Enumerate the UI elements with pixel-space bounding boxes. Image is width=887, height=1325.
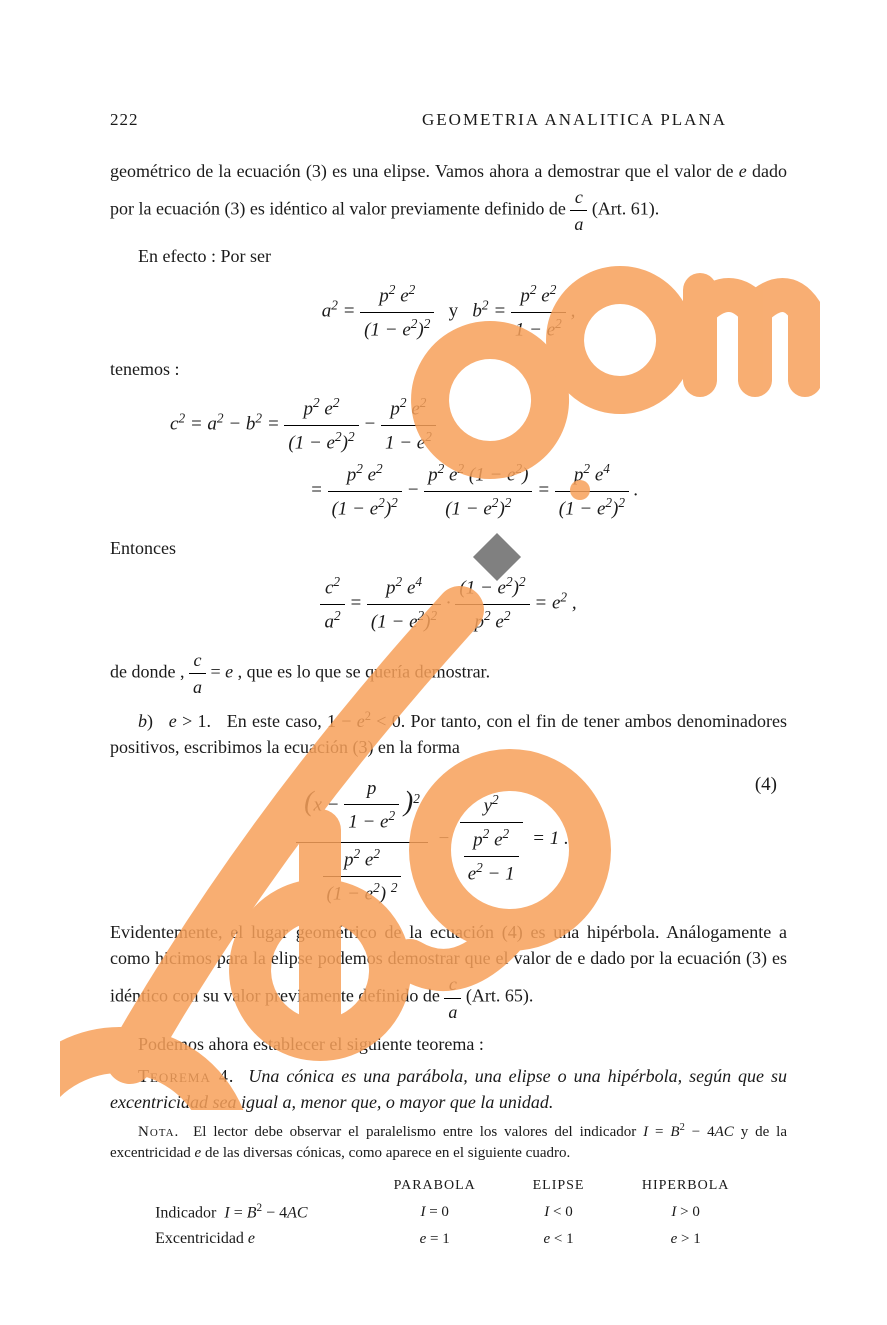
table-header-blank	[137, 1174, 364, 1198]
paragraph-2: En efecto : Por ser	[110, 243, 787, 269]
paragraph-3: tenemos :	[110, 356, 787, 382]
paragraph-4: Entonces	[110, 535, 787, 561]
nota: Nota. El lector debe observar el paralel…	[110, 1121, 787, 1164]
frac-c-over-a-3: ca	[444, 971, 461, 1024]
table-cell: I = 0	[364, 1198, 506, 1226]
paragraph-8: Podemos ahora establecer el siguiente te…	[110, 1031, 787, 1057]
table-header-hiperbola: HIPERBOLA	[611, 1174, 760, 1198]
page-header: 222 GEOMETRIA ANALITICA PLANA	[110, 110, 787, 130]
frac-c-over-a-2: ca	[189, 647, 206, 700]
paragraph-6: b) e > 1. En este caso, 1 − e2 < 0. Por …	[110, 707, 787, 760]
table-header-elipse: ELIPSE	[506, 1174, 612, 1198]
table-cell: I > 0	[611, 1198, 760, 1226]
equation-4: (x − p1 − e2 )2 p2 e2(1 − e2) 2 − y2 p2 …	[110, 770, 787, 910]
var-e: e	[739, 161, 747, 181]
table-cell: e < 1	[506, 1226, 612, 1252]
paragraph-1: geométrico de la ecuación (3) es una eli…	[110, 158, 787, 237]
table-cell-label: Excentricidad e	[137, 1226, 364, 1252]
page-number: 222	[110, 110, 139, 130]
equation-number-4: (4)	[755, 770, 777, 800]
table-cell: e = 1	[364, 1226, 506, 1252]
equation-3: c2a2 = p2 e4(1 − e2)2 · (1 − e2)2p2 e2 =…	[110, 571, 787, 637]
table-cell: e > 1	[611, 1226, 760, 1252]
table-header-row: PARABOLA ELIPSE HIPERBOLA	[137, 1174, 760, 1198]
table-row: Excentricidad e e = 1 e < 1 e > 1	[137, 1226, 760, 1252]
teorema-label: Teorema 4.	[138, 1066, 234, 1086]
table-row: Indicador I = B2 − 4AC I = 0 I < 0 I > 0	[137, 1198, 760, 1226]
page-content: 222 GEOMETRIA ANALITICA PLANA geométrico…	[0, 0, 887, 1312]
equation-1: a2 = p2 e2(1 − e2)2 y b2 = p2 e21 − e2 ,	[110, 279, 787, 345]
teorema: Teorema 4. Una cónica es una parábola, u…	[110, 1063, 787, 1115]
nota-label: Nota.	[138, 1124, 179, 1140]
equation-2: c2 = a2 − b2 = p2 e2(1 − e2)2 − p2 e21 −…	[110, 392, 787, 525]
paragraph-5: de donde , ca = e , que es lo que se que…	[110, 647, 787, 700]
page-title: GEOMETRIA ANALITICA PLANA	[422, 110, 727, 130]
table-cell-label: Indicador I = B2 − 4AC	[137, 1198, 364, 1226]
conic-table: PARABOLA ELIPSE HIPERBOLA Indicador I = …	[137, 1174, 760, 1252]
frac-c-over-a: ca	[570, 184, 587, 237]
paragraph-7: Evidentemente, el lugar geométrico de la…	[110, 919, 787, 1024]
nota-text: El lector debe observar el paralelismo e…	[110, 1124, 787, 1161]
table-cell: I < 0	[506, 1198, 612, 1226]
table-header-parabola: PARABOLA	[364, 1174, 506, 1198]
